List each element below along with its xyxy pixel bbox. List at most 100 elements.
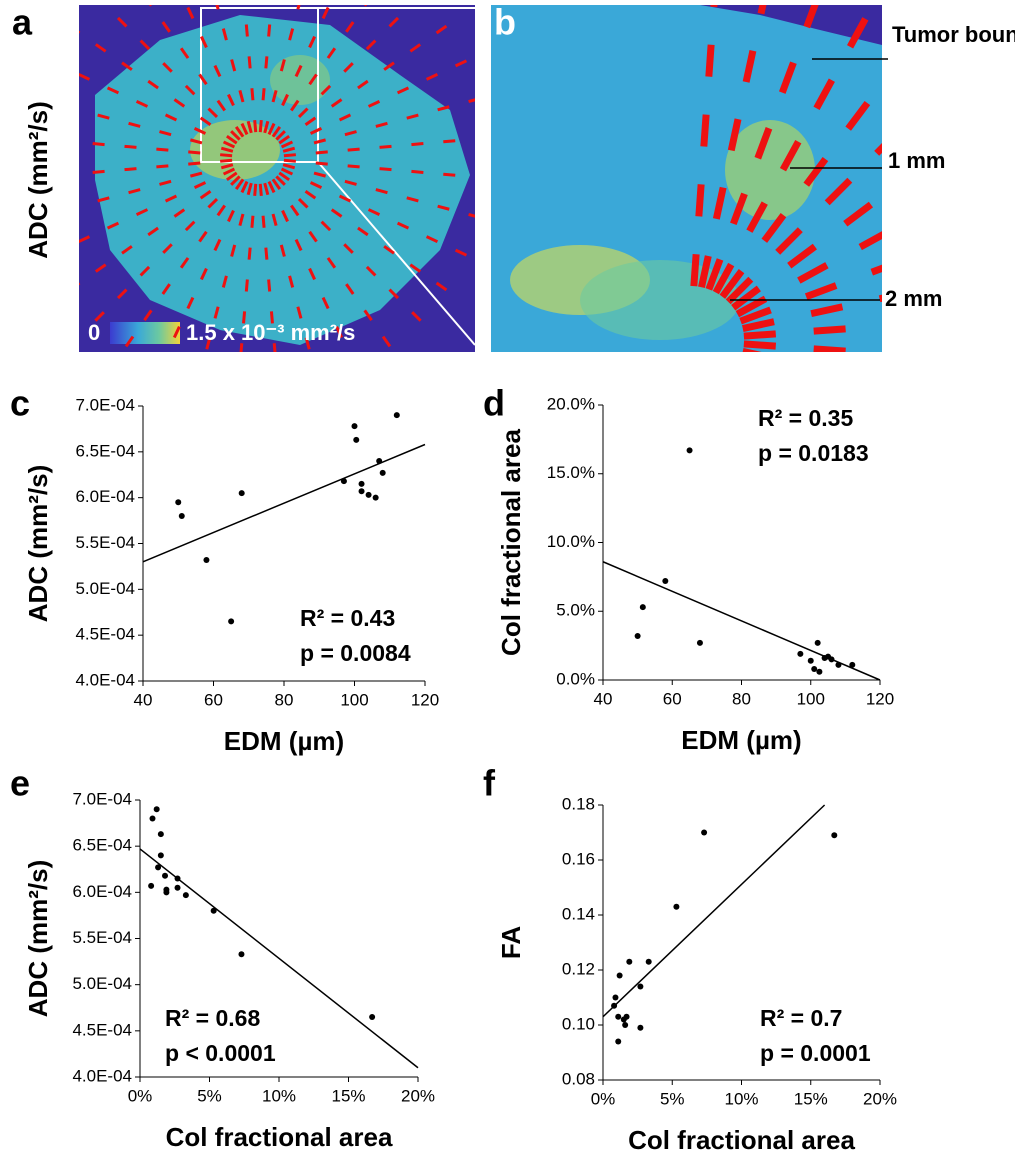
annotation: p = 0.0084 (300, 640, 411, 666)
fiber-dash (125, 146, 137, 147)
fiber-dash (733, 456, 744, 486)
point (835, 662, 841, 668)
point (238, 951, 244, 957)
fiber-dash (220, 155, 232, 156)
point (829, 656, 835, 662)
point (635, 633, 641, 639)
fiber-dash (926, 81, 949, 104)
fiber-dash (880, 381, 911, 388)
x-tick-label: 10% (262, 1086, 296, 1105)
x-tick-label: 100 (797, 689, 825, 708)
point (637, 984, 643, 990)
panel-label: d (483, 383, 505, 424)
x-tick-label: 120 (866, 689, 894, 708)
point (352, 423, 358, 429)
point (341, 478, 347, 484)
fiber-dash (95, 0, 103, 4)
point (662, 578, 668, 584)
fiber-dash (411, 171, 423, 172)
fiber-dash (67, 107, 79, 110)
fiber-dash (284, 160, 296, 161)
y-axis-title: ADC (mm²/s) (23, 101, 53, 258)
fiber-dash (314, 369, 317, 381)
fiber-dash (443, 174, 455, 175)
fiber-dash (316, 152, 328, 153)
fiber-dash (252, 216, 253, 228)
x-tick-label: 80 (275, 690, 294, 709)
point (376, 458, 382, 464)
point (158, 831, 164, 837)
fiber-dash (848, 551, 867, 577)
fiber-dash (728, 378, 751, 401)
annotation: R² = 0.68 (165, 1005, 260, 1031)
fiber-dash (1003, 212, 1015, 223)
x-tick-label: 100 (340, 690, 368, 709)
y-tick-label: 0.14 (562, 904, 595, 923)
fiber-dash (953, 319, 985, 321)
fiber-dash (443, 141, 455, 142)
fiber-dash (156, 149, 168, 150)
fiber-dash (70, 26, 80, 33)
point (687, 447, 693, 453)
fiber-dash (244, 0, 245, 5)
point (646, 959, 652, 965)
fiber-dash (284, 155, 296, 156)
trendline (143, 445, 425, 562)
y-tick-label: 10.0% (547, 532, 595, 551)
panel-label: c (10, 383, 30, 424)
x-tick-label: 80 (732, 689, 751, 708)
fiber-dash (249, 248, 250, 260)
point (366, 492, 372, 498)
y-tick-label: 5.0E-04 (72, 974, 132, 993)
x-axis-title: Col fractional area (166, 1122, 393, 1152)
fiber-dash (380, 169, 392, 170)
fiber-dash (948, 277, 979, 284)
fiber-dash (61, 141, 73, 142)
point (175, 499, 181, 505)
fiber-dash (806, 383, 836, 394)
fiber-dash (814, 349, 846, 351)
fiber-dash (731, 530, 738, 561)
fiber-dash (269, 25, 270, 37)
y-axis-title: ADC (mm²/s) (23, 860, 53, 1017)
x-tick-label: 10% (724, 1089, 758, 1108)
fiber-dash (350, 356, 355, 367)
fiber-dash (255, 120, 256, 132)
fiber-dash (704, 534, 706, 566)
fiber-dash (348, 149, 360, 150)
y-axis-title: ADC (mm²/s) (23, 465, 53, 622)
point (624, 1014, 630, 1020)
fiber-dash (737, 366, 765, 381)
point (611, 1003, 617, 1009)
fiber-dash (714, 0, 716, 7)
fiber-dash (125, 169, 137, 170)
x-axis-title: Col fractional area (628, 1125, 855, 1155)
fiber-dash (694, 254, 696, 286)
fiber-dash (806, 495, 825, 521)
point (697, 640, 703, 646)
y-tick-label: 7.0E-04 (72, 789, 132, 808)
x-tick-label: 15% (794, 1089, 828, 1108)
annotation: p = 0.0001 (760, 1040, 871, 1066)
fiber-dash (957, 540, 983, 559)
fiber-dash (937, 432, 967, 443)
fiber-dash (271, 0, 272, 5)
point (155, 864, 161, 870)
fiber-dash (263, 88, 264, 100)
y-tick-label: 6.0E-04 (72, 882, 132, 901)
fiber-dash (922, 198, 950, 213)
fiber-dash (93, 171, 105, 172)
fiber-dash (983, 500, 1011, 515)
x-tick-label: 60 (663, 689, 682, 708)
fiber-dash (699, 464, 701, 496)
fiber-dash (249, 56, 250, 68)
y-axis-title: FA (496, 926, 526, 959)
y-tick-label: 5.5E-04 (75, 533, 135, 552)
x-tick-label: 20% (863, 1089, 897, 1108)
annotation: Tumor boundary (892, 22, 1015, 47)
fiber-dash (255, 184, 256, 196)
fiber-dash (277, 375, 278, 387)
fiber-dash (156, 166, 168, 167)
y-tick-label: 4.0E-04 (75, 670, 135, 689)
y-tick-label: 0.12 (562, 959, 595, 978)
